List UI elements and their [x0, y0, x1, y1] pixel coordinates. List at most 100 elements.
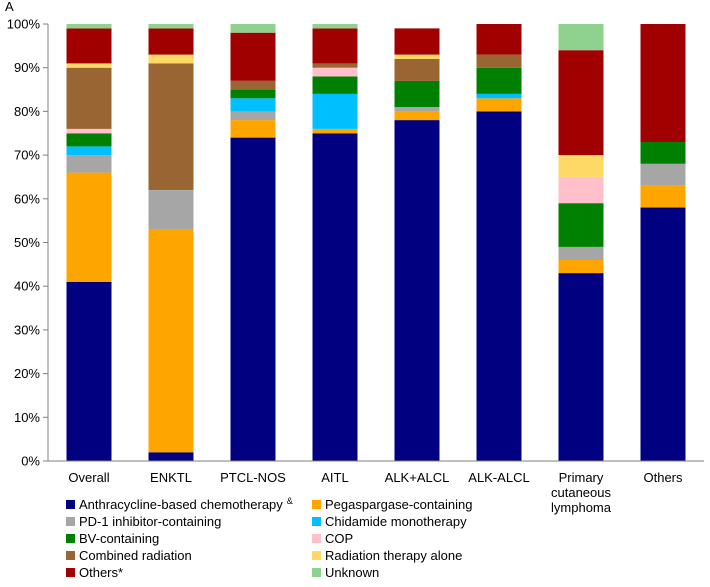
x-category-label: Primary cutaneous lymphoma	[551, 470, 612, 515]
x-category-label: AITL	[321, 470, 348, 485]
legend-swatch	[312, 551, 321, 560]
legend-swatch	[66, 568, 75, 577]
bar-segment	[312, 133, 358, 462]
bar-segment	[66, 67, 112, 129]
legend-swatch	[312, 500, 321, 509]
legend-swatch	[312, 534, 321, 543]
bar-segment	[394, 107, 440, 112]
bar-segment	[640, 24, 686, 142]
y-tick-label: 60%	[14, 191, 40, 206]
legend-item: Anthracycline-based chemotherapy &	[66, 496, 293, 512]
y-tick-label: 70%	[14, 148, 40, 163]
legend-item: Others*	[66, 565, 123, 580]
legend-label: Others*	[79, 565, 123, 580]
bar-segment	[476, 98, 522, 112]
y-tick-label: 80%	[14, 104, 40, 119]
x-category-label: ALK+ALCL	[385, 470, 450, 485]
bar-segment	[148, 452, 194, 461]
legend: Anthracycline-based chemotherapy & Pegaspa…	[66, 496, 472, 580]
bar-segment	[640, 142, 686, 164]
bar-segment	[312, 67, 358, 77]
bar-segment	[312, 28, 358, 64]
bar-segment	[148, 54, 194, 64]
y-tick-label: 40%	[14, 279, 40, 294]
bar-segment	[66, 172, 112, 282]
legend-item: Pegaspargase-containing	[312, 497, 472, 512]
x-axis: Overall ENKTL PTCL-NOS AITL ALK+ALCL ALK-ALCL…	[48, 460, 704, 515]
bar-segment	[394, 80, 440, 107]
bar-segment	[640, 185, 686, 208]
bar-segment	[558, 24, 604, 51]
bar-segment	[640, 207, 686, 461]
bar-segment	[230, 98, 276, 112]
bar-segment	[66, 133, 112, 147]
bar-segment	[148, 24, 194, 29]
bar-segment	[476, 24, 522, 55]
y-tick-label: 20%	[14, 366, 40, 381]
legend-label: Pegaspargase-containing	[325, 497, 472, 512]
bar-segment	[230, 89, 276, 99]
bar-segment	[66, 155, 112, 173]
bar-segment	[66, 28, 112, 64]
bar-segment	[558, 260, 604, 274]
legend-item: Unknown	[312, 565, 379, 580]
legend-swatch	[66, 517, 75, 526]
legend-item: Chidamide monotherapy	[312, 514, 467, 529]
legend-item: COP	[312, 531, 353, 546]
bar-segment	[230, 111, 276, 121]
y-tick-label: 50%	[14, 235, 40, 250]
legend-swatch	[312, 517, 321, 526]
legend-label: Unknown	[325, 565, 379, 580]
x-category-label: ENKTL	[150, 470, 192, 485]
legend-label: BV-containing	[79, 531, 159, 546]
legend-item: PD-1 inhibitor-containing	[66, 514, 221, 529]
bar-segment	[230, 137, 276, 461]
bar-segment	[394, 111, 440, 121]
bar-segment	[558, 155, 604, 177]
legend-swatch	[66, 551, 75, 560]
bar-segment	[230, 24, 276, 33]
bar-segment	[640, 163, 686, 186]
bar-segment	[476, 93, 522, 99]
panel-label: A	[5, 0, 14, 14]
bar-segment	[312, 76, 358, 94]
bar-segment	[394, 59, 440, 81]
y-tick-label: 30%	[14, 322, 40, 337]
bar-segment	[312, 24, 358, 29]
legend-swatch	[66, 534, 75, 543]
bar-segment	[66, 146, 112, 156]
legend-item: Radiation therapy alone	[312, 548, 462, 563]
y-axis: 0% 10% 20% 30% 40% 50% 60% 70% 80% 90% 100%	[7, 17, 49, 469]
legend-label: Radiation therapy alone	[325, 548, 462, 563]
legend-label: Anthracycline-based chemotherapy &	[79, 496, 293, 512]
bar-segment	[148, 190, 194, 230]
bar-segment	[558, 203, 604, 247]
bar-segment	[66, 24, 112, 29]
bar-segment	[394, 54, 440, 59]
bar-segment	[558, 50, 604, 156]
bar-segment	[230, 120, 276, 138]
bar-segment	[558, 176, 604, 204]
bar-segment	[148, 229, 194, 453]
bar-segment	[394, 28, 440, 55]
x-category-label: Overall	[68, 470, 109, 485]
legend-label: Chidamide monotherapy	[325, 514, 467, 529]
x-category-label: ALK-ALCL	[468, 470, 529, 485]
bar-segment	[312, 93, 358, 129]
legend-item: BV-containing	[66, 531, 159, 546]
bar-segment	[230, 80, 276, 90]
legend-item: Combined radiation	[66, 548, 192, 563]
bar-segment	[558, 246, 604, 260]
bar-segment	[230, 32, 276, 81]
legend-label: COP	[325, 531, 353, 546]
y-tick-label: 10%	[14, 410, 40, 425]
legend-label: Combined radiation	[79, 548, 192, 563]
plot-area	[66, 24, 686, 462]
x-category-label: Others	[643, 470, 683, 485]
y-tick-label: 0%	[21, 454, 40, 469]
bar-segment	[476, 111, 522, 462]
bar-segment	[312, 63, 358, 68]
bar-segment	[148, 63, 194, 190]
y-tick-label: 100%	[7, 17, 41, 32]
